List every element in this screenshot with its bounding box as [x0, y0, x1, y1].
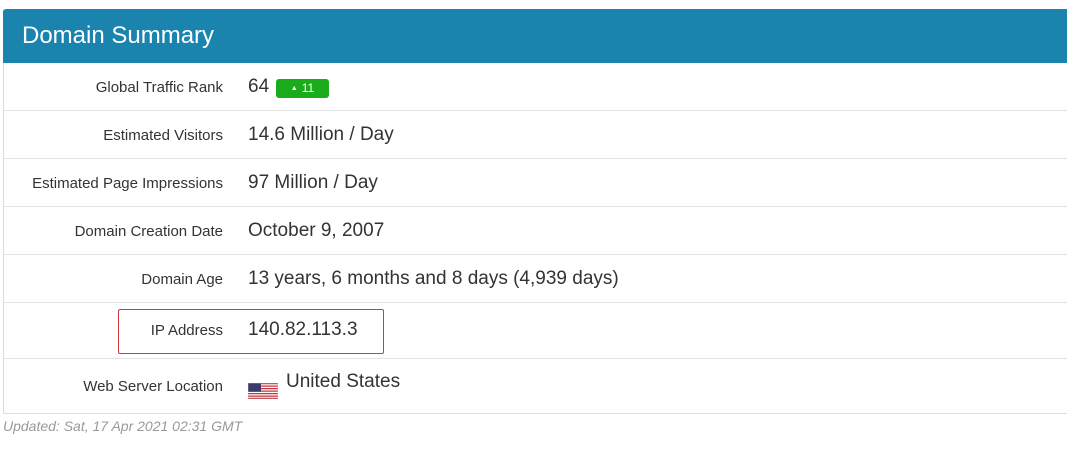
- panel-title: Domain Summary: [22, 22, 215, 49]
- domain-age-label: Domain Age: [141, 271, 223, 288]
- domain-summary-panel: Domain Summary Global Traffic Rank 64 ▲ 1…: [3, 9, 1067, 414]
- ip-address-label: IP Address: [150, 322, 223, 339]
- row-impressions: Estimated Page Impressions 97 Million / …: [4, 159, 1067, 207]
- panel-header: Domain Summary: [3, 9, 1067, 63]
- row-traffic-rank: Global Traffic Rank 64 ▲ 11: [4, 63, 1067, 111]
- traffic-rank-label: Global Traffic Rank: [95, 79, 223, 96]
- ip-highlight-box: [118, 309, 384, 354]
- impressions-value: 97 Million / Day: [248, 172, 378, 193]
- up-arrow-icon: ▲: [290, 85, 298, 92]
- impressions-label: Estimated Page Impressions: [32, 175, 223, 192]
- row-server-location: Web Server Location United States: [4, 359, 1067, 414]
- creation-date-label: Domain Creation Date: [74, 223, 223, 240]
- server-location-value: United States: [286, 371, 401, 392]
- visitors-label: Estimated Visitors: [103, 127, 223, 144]
- row-visitors: Estimated Visitors 14.6 Million / Day: [4, 111, 1067, 159]
- visitors-value: 14.6 Million / Day: [248, 124, 394, 145]
- domain-age-value: 13 years, 6 months and 8 days (4,939 day…: [248, 268, 619, 289]
- traffic-rank-value: 64: [248, 76, 270, 97]
- us-flag-icon: [248, 383, 278, 399]
- updated-timestamp: Updated: Sat, 17 Apr 2021 02:31 GMT: [3, 418, 243, 434]
- row-ip-address: IP Address 140.82.113.3: [4, 303, 1067, 359]
- rank-change-badge: ▲ 11: [276, 79, 329, 98]
- row-creation-date: Domain Creation Date October 9, 2007: [4, 207, 1067, 255]
- row-domain-age: Domain Age 13 years, 6 months and 8 days…: [4, 255, 1067, 303]
- creation-date-value: October 9, 2007: [248, 220, 385, 241]
- server-location-label: Web Server Location: [83, 378, 223, 395]
- rank-change-value: 11: [301, 81, 315, 95]
- ip-address-value: 140.82.113.3: [248, 319, 358, 340]
